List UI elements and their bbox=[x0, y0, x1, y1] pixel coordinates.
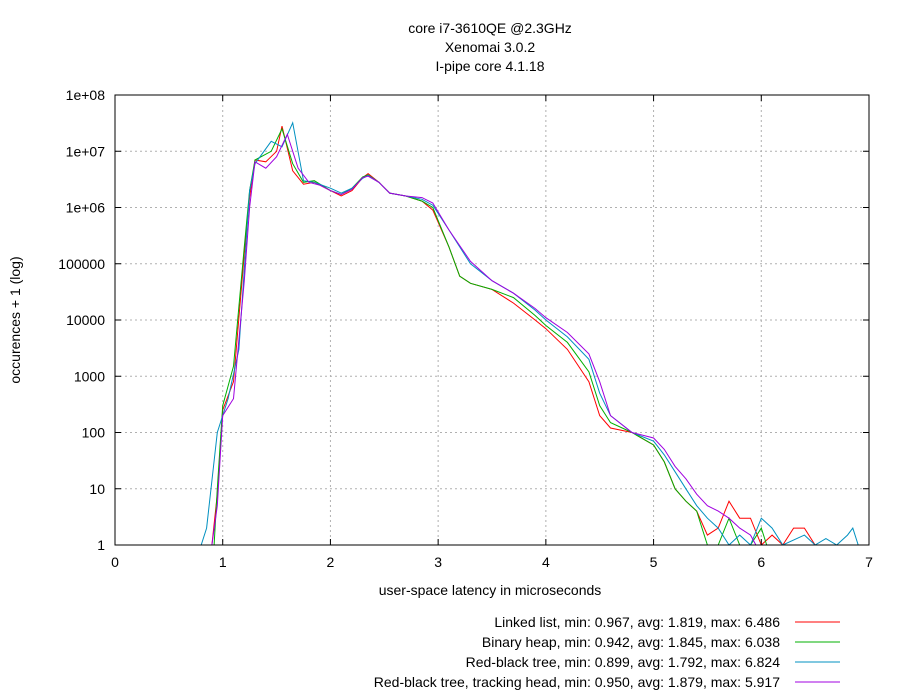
x-tick-label: 6 bbox=[757, 554, 765, 570]
legend: Linked list, min: 0.967, avg: 1.819, max… bbox=[374, 614, 840, 690]
y-tick-label: 1e+08 bbox=[66, 87, 106, 103]
title-line-1: core i7-3610QE @2.3GHz bbox=[408, 20, 572, 36]
chart-title: core i7-3610QE @2.3GHz Xenomai 3.0.2 I-p… bbox=[408, 20, 572, 74]
grid-lines bbox=[115, 95, 869, 545]
series-lines bbox=[200, 121, 859, 545]
y-tick-label: 10 bbox=[89, 481, 105, 497]
x-tick-label: 1 bbox=[219, 554, 227, 570]
x-axis-label: user-space latency in microseconds bbox=[379, 582, 602, 598]
legend-label-4: Red-black tree, tracking head, min: 0.95… bbox=[374, 674, 780, 690]
x-tick-label: 4 bbox=[542, 554, 550, 570]
series-line-2 bbox=[213, 127, 768, 545]
title-line-3: I-pipe core 4.1.18 bbox=[436, 58, 545, 74]
y-tick-label: 100 bbox=[82, 425, 106, 441]
x-tick-label: 3 bbox=[434, 554, 442, 570]
y-tick-label: 1000 bbox=[74, 368, 105, 384]
x-tick-label: 5 bbox=[650, 554, 658, 570]
legend-label-1: Linked list, min: 0.967, avg: 1.819, max… bbox=[494, 614, 780, 630]
legend-label-3: Red-black tree, min: 0.899, avg: 1.792, … bbox=[466, 654, 781, 670]
x-tick-label: 7 bbox=[865, 554, 873, 570]
y-tick-label: 10000 bbox=[66, 312, 105, 328]
series-line-4 bbox=[211, 132, 757, 545]
y-tick-label: 1e+06 bbox=[66, 200, 106, 216]
y-tick-label: 1 bbox=[97, 537, 105, 553]
y-axis-tick-labels: 1 10 100 1000 10000 100000 1e+06 1e+07 1e+08 bbox=[58, 87, 105, 553]
y-tick-label: 1e+07 bbox=[66, 143, 106, 159]
series-line-3 bbox=[200, 121, 859, 545]
title-line-2: Xenomai 3.0.2 bbox=[445, 39, 535, 55]
x-tick-label: 2 bbox=[327, 554, 335, 570]
y-axis-label: occurences + 1 (log) bbox=[7, 256, 23, 383]
x-tick-label: 0 bbox=[111, 554, 119, 570]
axis-ticks bbox=[114, 94, 870, 546]
y-tick-label: 100000 bbox=[58, 256, 105, 272]
legend-label-2: Binary heap, min: 0.942, avg: 1.845, max… bbox=[482, 634, 780, 650]
series-line-1 bbox=[211, 125, 816, 545]
x-axis-tick-labels: 0 1 2 3 4 5 6 7 bbox=[111, 554, 873, 570]
